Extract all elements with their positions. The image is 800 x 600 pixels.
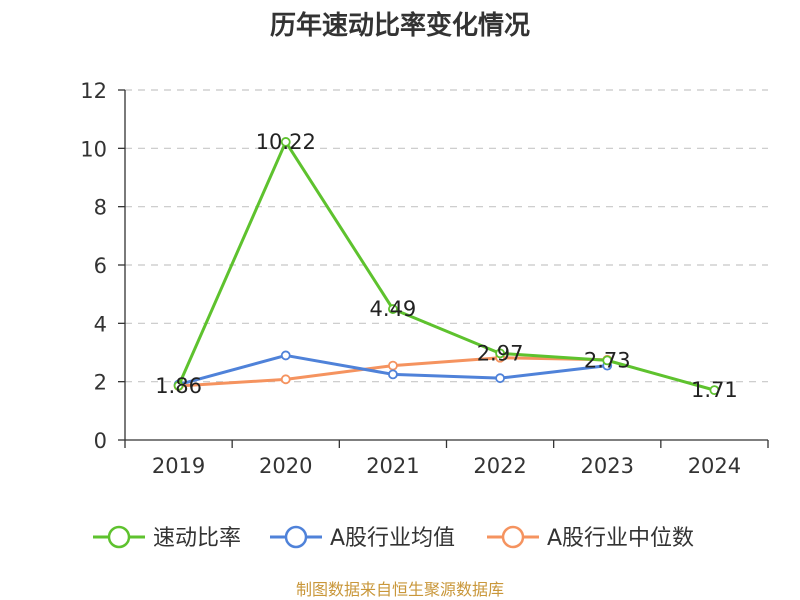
- x-tick-label: 2019: [152, 454, 205, 478]
- data-labels: 1.86 10.22 4.49 2.97 2.73 1.71: [155, 130, 738, 402]
- data-point[interactable]: [709, 385, 720, 396]
- data-point[interactable]: [173, 380, 184, 391]
- legend-marker-icon: [284, 525, 308, 549]
- data-label: 1.71: [691, 378, 738, 402]
- legend-item[interactable]: A股行业均值: [270, 525, 455, 551]
- y-tick-label: 6: [94, 254, 107, 278]
- data-point[interactable]: [602, 355, 613, 366]
- series-0: [173, 137, 720, 396]
- legend-item[interactable]: A股行业中位数: [487, 525, 694, 551]
- y-axis-ticks: 0 2 4 6 8 10 12: [80, 79, 107, 453]
- legend-label: A股行业中位数: [547, 526, 694, 551]
- x-axis-ticks: 2019 2020 2021 2022 2023 2024: [152, 454, 741, 478]
- legend-marker-icon: [501, 525, 525, 549]
- data-label: 2.73: [584, 348, 631, 372]
- legend-item[interactable]: 速动比率: [93, 525, 241, 551]
- series-line: [177, 140, 715, 392]
- x-tick-label: 2023: [581, 454, 634, 478]
- x-tick-label: 2022: [473, 454, 526, 478]
- x-tick-label: 2021: [366, 454, 419, 478]
- series-group: [173, 137, 720, 396]
- data-point[interactable]: [388, 369, 398, 380]
- y-tick-label: 12: [80, 79, 107, 103]
- y-tick-label: 8: [94, 196, 107, 220]
- data-label: 10.22: [256, 130, 316, 154]
- data-point[interactable]: [388, 360, 398, 371]
- x-tick-label: 2024: [688, 454, 741, 478]
- data-point[interactable]: [280, 350, 291, 361]
- x-tick-label: 2020: [259, 454, 312, 478]
- data-label: 4.49: [370, 297, 417, 321]
- y-tick-label: 0: [94, 429, 107, 453]
- data-point[interactable]: [280, 137, 291, 147]
- source-note: 制图数据来自恒生聚源数据库: [296, 580, 504, 599]
- y-tick-label: 4: [94, 312, 107, 336]
- axes: [118, 89, 769, 448]
- data-label: 2.97: [477, 341, 524, 365]
- data-point[interactable]: [495, 348, 505, 359]
- y-tick-label: 2: [94, 371, 107, 395]
- legend-marker-icon: [107, 525, 131, 549]
- y-tick-label: 10: [80, 137, 107, 161]
- legend[interactable]: 速动比率 A股行业均值 A股行业中位数: [93, 525, 694, 551]
- legend-label: 速动比率: [153, 526, 241, 551]
- legend-label: A股行业均值: [330, 526, 455, 551]
- chart-title: 历年速动比率变化情况: [270, 10, 530, 41]
- data-point[interactable]: [280, 374, 291, 385]
- grid-lines: [125, 89, 768, 383]
- data-point[interactable]: [495, 373, 505, 384]
- data-point[interactable]: [388, 304, 398, 314]
- data-label: 1.86: [155, 374, 202, 398]
